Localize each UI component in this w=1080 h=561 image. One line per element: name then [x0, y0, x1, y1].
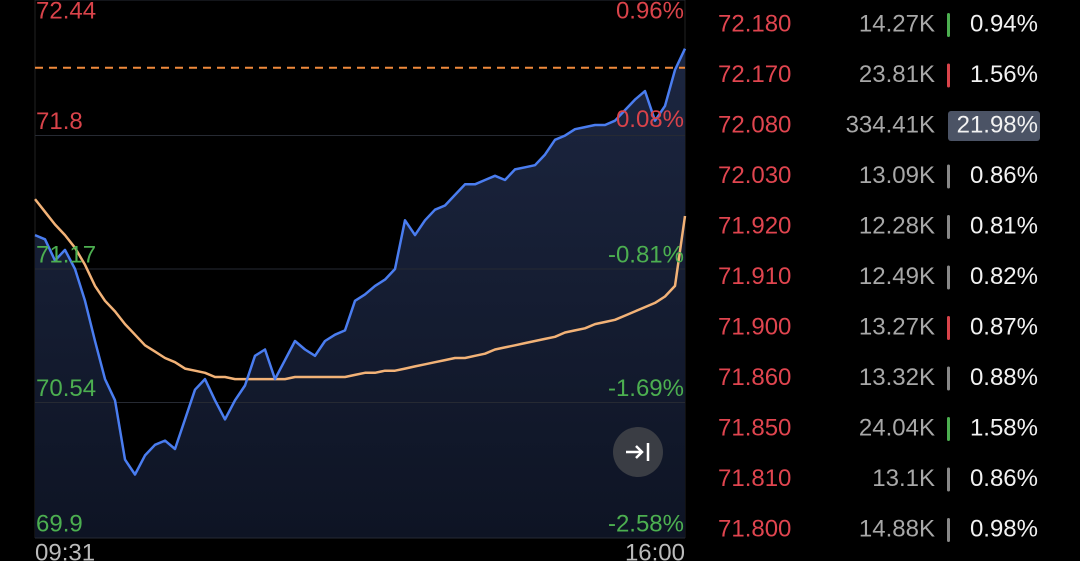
percent: 0.86% — [970, 465, 1038, 492]
percent: 0.82% — [970, 263, 1038, 290]
volume: 13.32K — [859, 364, 935, 391]
y2-tick-label: -0.81% — [608, 241, 684, 268]
volume-bar — [947, 265, 950, 290]
percent: 0.87% — [970, 313, 1038, 340]
volume: 13.1K — [872, 465, 935, 492]
y2-tick-label: -2.58% — [608, 510, 684, 537]
percent: 0.88% — [970, 364, 1038, 391]
volume-bar — [947, 366, 950, 391]
price: 72.030 — [718, 162, 791, 189]
volume-bar — [947, 417, 950, 441]
price: 72.180 — [718, 10, 791, 37]
y2-tick-label: 0.08% — [616, 106, 684, 133]
y2-tick-label: -1.69% — [608, 375, 684, 402]
percent: 21.98% — [957, 111, 1038, 138]
y-tick-label: 69.9 — [36, 510, 83, 537]
button-icon[interactable] — [626, 443, 650, 461]
percent: 0.81% — [970, 212, 1038, 239]
percent: 0.86% — [970, 162, 1038, 189]
volume: 14.88K — [859, 515, 935, 542]
x-tick-label: 16:00 — [625, 539, 685, 561]
volume: 24.04K — [859, 414, 935, 441]
order-book: 72.180 14.27K 0.94% 72.170 23.81K 1.56% 72.080… — [718, 10, 1040, 542]
price: 72.170 — [718, 61, 791, 88]
price: 71.910 — [718, 263, 791, 290]
volume: 14.27K — [859, 10, 935, 37]
percent: 1.58% — [970, 414, 1038, 441]
collapse-button[interactable] — [613, 427, 663, 477]
highlight — [948, 111, 1040, 141]
percent: 1.56% — [970, 61, 1038, 88]
volume-bar — [947, 164, 950, 189]
price: 71.900 — [718, 313, 791, 340]
y-tick-label: 71.17 — [36, 241, 96, 268]
percent: 0.98% — [970, 515, 1038, 542]
y-tick-label: 70.54 — [36, 375, 96, 402]
volume: 23.81K — [859, 61, 935, 88]
volume: 12.49K — [859, 263, 935, 290]
price-area — [35, 48, 685, 538]
price: 71.800 — [718, 515, 791, 542]
y-tick-label: 71.8 — [36, 108, 83, 135]
price: 71.850 — [718, 414, 791, 441]
average-line — [34, 198, 687, 381]
volume-bar — [947, 13, 950, 37]
price-line — [34, 48, 687, 476]
volume-bar — [947, 215, 950, 239]
volume: 12.28K — [859, 212, 935, 239]
x-tick-label: 09:31 — [35, 539, 95, 561]
price: 71.860 — [718, 364, 791, 391]
volume: 13.27K — [859, 313, 935, 340]
plot: 72.44 71.8 71.17 70.54 69.9 0.96% 0.08% -0.81% -… — [34, 0, 687, 561]
volume: 334.41K — [846, 111, 935, 138]
volume: 13.09K — [859, 162, 935, 189]
volume-bar — [947, 518, 950, 542]
price: 72.080 — [718, 111, 791, 138]
volume-bar — [947, 316, 950, 340]
percent: 0.94% — [970, 10, 1038, 37]
y2-tick-label: 0.96% — [616, 0, 684, 24]
y-tick-label: 72.44 — [36, 0, 96, 24]
price: 71.810 — [718, 465, 791, 492]
volume-bar — [947, 63, 950, 88]
volume-bar — [947, 467, 950, 492]
price: 71.920 — [718, 212, 791, 239]
